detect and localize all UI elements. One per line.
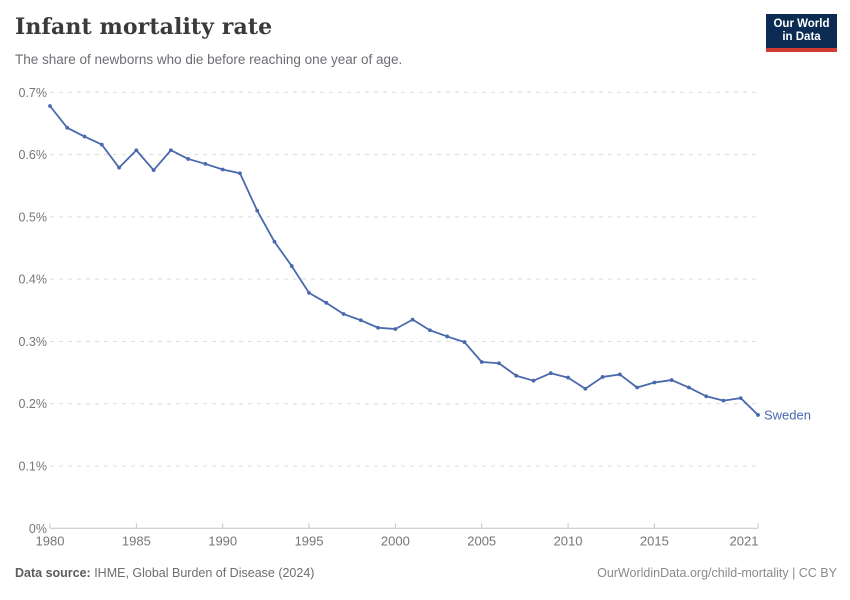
data-point[interactable] bbox=[376, 325, 380, 330]
data-point[interactable] bbox=[548, 371, 553, 376]
x-tick-label: 2010 bbox=[554, 533, 583, 548]
x-tick-label: 2015 bbox=[640, 533, 669, 548]
data-point[interactable] bbox=[635, 385, 640, 390]
data-point[interactable] bbox=[324, 300, 329, 305]
x-tick-label: 1980 bbox=[36, 533, 65, 548]
data-point[interactable] bbox=[117, 165, 121, 170]
owid-logo-line1: Our World bbox=[773, 17, 830, 30]
x-tick-label: 1995 bbox=[295, 533, 324, 548]
y-tick-label: 0.1% bbox=[19, 460, 48, 474]
data-source-text: IHME, Global Burden of Disease (2024) bbox=[90, 566, 315, 580]
data-point[interactable] bbox=[669, 378, 674, 382]
data-point[interactable] bbox=[151, 168, 156, 173]
x-tick-label: 1990 bbox=[208, 533, 237, 548]
data-point[interactable] bbox=[462, 340, 467, 344]
data-point[interactable] bbox=[255, 208, 260, 213]
data-point[interactable] bbox=[514, 373, 519, 378]
data-point[interactable] bbox=[617, 372, 622, 377]
x-tick-label: 2005 bbox=[467, 533, 496, 548]
x-tick-label: 2000 bbox=[381, 533, 410, 548]
chart-footer: Data source: IHME, Global Burden of Dise… bbox=[15, 566, 837, 580]
data-point[interactable] bbox=[410, 317, 415, 322]
data-point[interactable] bbox=[341, 312, 346, 316]
y-tick-label: 0.4% bbox=[19, 273, 48, 287]
y-tick-label: 0.2% bbox=[19, 397, 48, 411]
data-point[interactable] bbox=[738, 396, 743, 401]
data-source: Data source: IHME, Global Burden of Dise… bbox=[15, 566, 314, 580]
data-point[interactable] bbox=[721, 398, 726, 403]
data-point[interactable] bbox=[203, 162, 208, 166]
page-title: Infant mortality rate bbox=[15, 14, 273, 40]
data-point[interactable] bbox=[687, 385, 691, 390]
data-point[interactable] bbox=[704, 394, 709, 399]
owid-logo-red-bar bbox=[766, 48, 837, 52]
data-point[interactable] bbox=[238, 171, 242, 176]
data-point[interactable] bbox=[134, 148, 139, 153]
data-point[interactable] bbox=[220, 167, 225, 172]
data-point[interactable] bbox=[566, 375, 570, 380]
data-point[interactable] bbox=[99, 142, 104, 147]
y-tick-label: 0.3% bbox=[19, 335, 48, 349]
y-tick-label: 0.6% bbox=[19, 148, 48, 162]
data-point[interactable] bbox=[65, 125, 70, 130]
y-tick-label: 0.5% bbox=[19, 210, 48, 224]
owid-logo-line2: in Data bbox=[782, 31, 821, 43]
series-label-sweden[interactable]: Sweden bbox=[764, 407, 811, 422]
data-point[interactable] bbox=[652, 380, 657, 385]
data-point[interactable] bbox=[479, 360, 484, 364]
data-point[interactable] bbox=[289, 264, 294, 268]
page-subtitle: The share of newborns who die before rea… bbox=[15, 52, 403, 67]
data-line-sweden[interactable] bbox=[49, 105, 759, 416]
y-tick-label: 0% bbox=[29, 522, 47, 536]
credit-link[interactable]: OurWorldinData.org/child-mortality | CC … bbox=[597, 566, 837, 580]
data-point[interactable] bbox=[756, 413, 760, 417]
x-tick-label: 2021 bbox=[730, 533, 759, 548]
data-point[interactable] bbox=[358, 318, 363, 323]
data-point[interactable] bbox=[600, 375, 605, 379]
data-point[interactable] bbox=[445, 334, 450, 339]
data-point[interactable] bbox=[272, 239, 277, 244]
data-point[interactable] bbox=[186, 157, 191, 161]
data-point[interactable] bbox=[497, 361, 501, 366]
owid-logo[interactable]: Our World in Data bbox=[766, 14, 837, 52]
data-source-label: Data source: bbox=[15, 566, 91, 580]
data-point[interactable] bbox=[428, 328, 432, 333]
y-tick-label: 0.7% bbox=[19, 86, 48, 100]
data-point[interactable] bbox=[82, 134, 87, 139]
data-point[interactable] bbox=[307, 290, 311, 295]
data-point[interactable] bbox=[168, 148, 173, 153]
data-point[interactable] bbox=[583, 386, 588, 391]
data-point[interactable] bbox=[48, 104, 52, 108]
data-point[interactable] bbox=[393, 327, 398, 331]
x-tick-label: 1985 bbox=[122, 533, 151, 548]
chart-header: Infant mortality rate The share of newbo… bbox=[0, 0, 850, 80]
data-point[interactable] bbox=[531, 378, 536, 383]
